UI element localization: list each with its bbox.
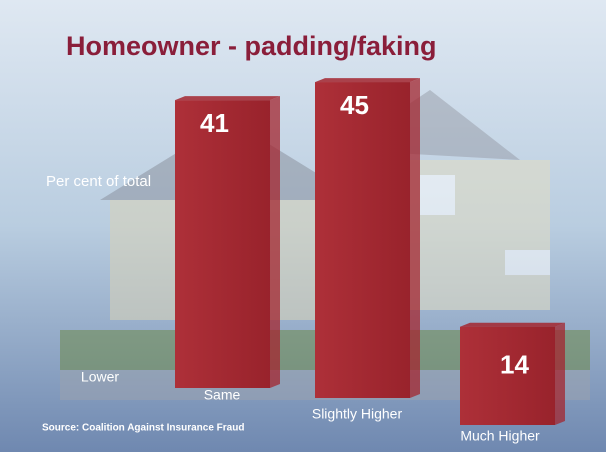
bar-side xyxy=(555,322,565,425)
bar-top xyxy=(175,96,280,101)
bar-shade xyxy=(315,82,410,398)
bar-top xyxy=(460,322,565,327)
data-label: 14 xyxy=(500,350,529,380)
bar-top xyxy=(315,78,420,83)
data-label: 45 xyxy=(340,90,369,120)
bar-side xyxy=(410,78,420,398)
bar-shade xyxy=(460,326,555,425)
x-tick-label: Slightly Higher xyxy=(312,406,403,422)
data-label: 41 xyxy=(200,108,229,138)
x-tick-label: Much Higher xyxy=(460,428,540,444)
y-axis-label: Per cent of total xyxy=(46,173,151,190)
source-note: Source: Coalition Against Insurance Frau… xyxy=(42,423,244,434)
bar-shade xyxy=(175,100,270,389)
chart-title: Homeowner - padding/faking xyxy=(66,31,437,61)
x-tick-label: Same xyxy=(204,387,241,403)
x-tick-label: Lower xyxy=(81,369,119,385)
bar-side xyxy=(270,96,280,389)
